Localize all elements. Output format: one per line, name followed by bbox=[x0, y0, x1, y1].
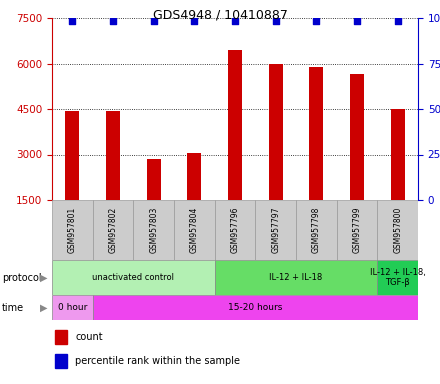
Text: time: time bbox=[2, 303, 24, 313]
Bar bbox=[215, 200, 255, 260]
Text: count: count bbox=[75, 332, 103, 342]
Text: IL-12 + IL-18,
TGF-β: IL-12 + IL-18, TGF-β bbox=[370, 268, 425, 287]
Text: GSM957797: GSM957797 bbox=[271, 207, 280, 253]
Bar bbox=[93, 200, 133, 260]
Bar bbox=[55, 330, 67, 344]
Text: GSM957802: GSM957802 bbox=[109, 207, 117, 253]
Text: ▶: ▶ bbox=[40, 273, 48, 283]
Bar bbox=[93, 295, 418, 320]
Bar bbox=[106, 111, 120, 200]
Bar bbox=[228, 50, 242, 200]
Point bbox=[191, 18, 198, 24]
Text: GSM957799: GSM957799 bbox=[352, 207, 362, 253]
Bar bbox=[296, 200, 337, 260]
Bar bbox=[215, 260, 378, 295]
Point bbox=[150, 18, 157, 24]
Text: GSM957796: GSM957796 bbox=[231, 207, 239, 253]
Text: GSM957798: GSM957798 bbox=[312, 207, 321, 253]
Text: protocol: protocol bbox=[2, 273, 42, 283]
Text: ▶: ▶ bbox=[40, 303, 48, 313]
Text: GDS4948 / 10410887: GDS4948 / 10410887 bbox=[153, 8, 287, 21]
Bar bbox=[391, 109, 405, 200]
Bar bbox=[309, 66, 323, 200]
Bar bbox=[350, 74, 364, 200]
Text: 15-20 hours: 15-20 hours bbox=[228, 303, 282, 312]
Text: GSM957801: GSM957801 bbox=[68, 207, 77, 253]
Bar bbox=[147, 159, 161, 200]
Point bbox=[394, 18, 401, 24]
Bar bbox=[268, 63, 283, 200]
Text: GSM957804: GSM957804 bbox=[190, 207, 199, 253]
Point bbox=[110, 18, 117, 24]
Bar bbox=[52, 295, 93, 320]
Text: percentile rank within the sample: percentile rank within the sample bbox=[75, 356, 240, 366]
Point bbox=[231, 18, 238, 24]
Bar bbox=[378, 200, 418, 260]
Text: 0 hour: 0 hour bbox=[58, 303, 87, 312]
Text: GSM957803: GSM957803 bbox=[149, 207, 158, 253]
Bar bbox=[65, 111, 80, 200]
Text: GSM957800: GSM957800 bbox=[393, 207, 402, 253]
Bar bbox=[337, 200, 378, 260]
Bar bbox=[378, 260, 418, 295]
Point bbox=[272, 18, 279, 24]
Bar bbox=[187, 153, 202, 200]
Point bbox=[353, 18, 360, 24]
Bar bbox=[133, 200, 174, 260]
Bar bbox=[52, 200, 93, 260]
Text: unactivated control: unactivated control bbox=[92, 273, 174, 282]
Point bbox=[69, 18, 76, 24]
Bar bbox=[174, 200, 215, 260]
Bar bbox=[52, 260, 215, 295]
Bar bbox=[255, 200, 296, 260]
Bar bbox=[55, 354, 67, 368]
Text: IL-12 + IL-18: IL-12 + IL-18 bbox=[269, 273, 323, 282]
Point bbox=[313, 18, 320, 24]
